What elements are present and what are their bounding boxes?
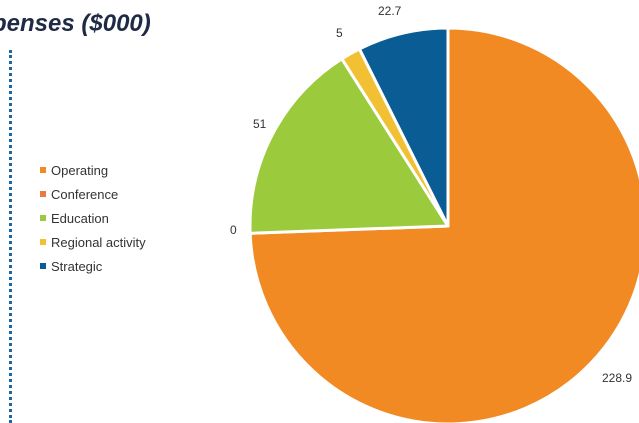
legend-item-regional-activity: Regional activity [40,232,146,252]
data-label-conference: 0 [230,223,237,237]
legend-item-conference: Conference [40,184,146,204]
pie-slices [248,26,639,423]
legend-swatch [40,167,46,173]
legend-label: Strategic [51,258,103,274]
legend-item-strategic: Strategic [40,256,146,276]
pie-slice-education [248,57,450,235]
data-label-regional-activity: 5 [336,26,343,40]
legend-label: Conference [51,186,119,202]
pie-data-labels: 228.9 0 51 5 22.7 [230,4,632,385]
legend-label: Education [51,210,109,226]
chart-legend: Operating Conference Education Regional … [40,160,146,280]
chart-title: penses ($000) [0,10,151,37]
pie-slice-operating [248,26,639,423]
legend-label: Operating [51,162,109,178]
legend-item-education: Education [40,208,146,228]
pie-slice-strategic [357,26,450,228]
legend-item-operating: Operating [40,160,146,180]
data-label-education: 51 [253,117,267,131]
data-label-strategic: 22.7 [378,4,402,18]
legend-swatch [40,263,46,269]
legend-label: Regional activity [51,234,146,250]
legend-swatch [40,191,46,197]
legend-swatch [40,239,46,245]
data-label-operating: 228.9 [602,371,632,385]
legend-swatch [40,215,46,221]
dotted-divider [9,50,12,423]
